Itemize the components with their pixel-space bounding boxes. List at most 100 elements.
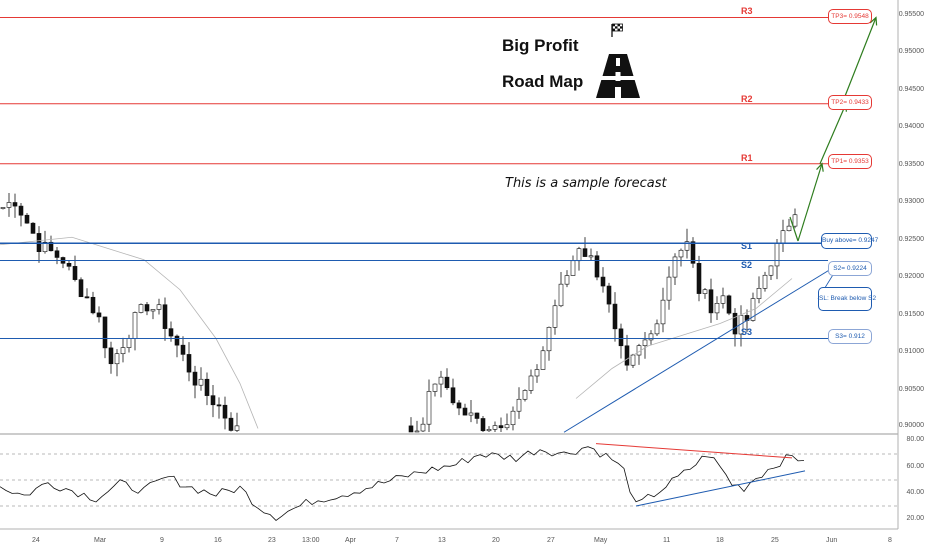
candle-body [660, 299, 666, 325]
candle-body [156, 304, 162, 310]
candle-body [468, 412, 474, 416]
candle-body [24, 214, 30, 224]
time-tick: 16 [214, 537, 222, 544]
forecast-arrow [797, 163, 823, 242]
candle-body [792, 214, 798, 227]
time-tick: 27 [547, 537, 555, 544]
candle-body [114, 353, 120, 365]
candle-body [780, 230, 786, 244]
candle-body [600, 276, 606, 287]
candle-body [222, 404, 228, 419]
candle-body [228, 417, 234, 431]
time-tick: Mar [94, 537, 107, 544]
candle-body [540, 350, 546, 370]
candle-body [186, 354, 192, 373]
s3-tag: S3= 0.912 [828, 329, 872, 344]
candle-body [720, 295, 726, 304]
s2-tag: S2= 0.9224 [828, 261, 872, 276]
s3-label: S3 [741, 327, 753, 337]
candle-body [72, 266, 78, 280]
time-tick: 24 [32, 537, 40, 544]
candle-body [768, 265, 774, 276]
candle-body [690, 241, 696, 264]
time-tick: Apr [345, 537, 356, 544]
forecast-arrowhead [816, 162, 824, 172]
candle-body [642, 339, 648, 346]
candle-body [150, 309, 156, 312]
candle-body [588, 255, 594, 258]
rsi-tick: 40.00 [906, 489, 924, 496]
candle-body [516, 398, 522, 412]
forecast-arrow [789, 216, 799, 242]
candle-body [168, 328, 174, 337]
candle-body [426, 391, 432, 425]
candle-body [174, 335, 180, 346]
candle-body [594, 255, 600, 278]
candle-body [12, 202, 18, 207]
candle-body [30, 222, 36, 234]
price-tick: 0.93000 [898, 198, 924, 205]
candle-body [48, 241, 54, 252]
candle-body [486, 429, 492, 432]
rsi-line [0, 446, 805, 521]
candle-body [714, 303, 720, 314]
candle-body [408, 425, 414, 433]
candle-body [570, 260, 576, 276]
time-tick: 13:00 [302, 537, 320, 544]
candle-body [756, 288, 762, 299]
candle-body [432, 383, 438, 392]
candle-body [678, 249, 684, 258]
price-tick: 0.94000 [898, 123, 924, 130]
candle-body [450, 387, 456, 404]
moving-average-line [0, 236, 259, 429]
time-tick: 7 [395, 537, 399, 544]
candle-body [606, 285, 612, 305]
candle-body [474, 412, 480, 419]
time-tick: 23 [268, 537, 276, 544]
time-tick: 8 [888, 537, 892, 544]
candle-body [654, 323, 660, 335]
candle-body [624, 345, 630, 366]
rsi-tick: 20.00 [906, 515, 924, 522]
candle-body [696, 263, 702, 294]
candle-body [546, 327, 552, 352]
moving-average-line [575, 278, 793, 399]
candle-body [564, 275, 570, 285]
candle-body [504, 424, 510, 429]
candle-body [144, 304, 150, 312]
candle-body [708, 289, 714, 314]
candle-body [210, 395, 216, 406]
time-tick: 18 [716, 537, 724, 544]
stop-loss-tag: SL: Break below S2 [818, 287, 876, 311]
price-tick: 0.92500 [898, 236, 924, 243]
price-tick: 0.93500 [898, 161, 924, 168]
s1-label: S1 [741, 241, 753, 251]
rsi-tick: 60.00 [906, 463, 924, 470]
candle-body [666, 276, 672, 301]
candle-body [444, 376, 450, 389]
forecast-arrow [841, 17, 877, 104]
candle-body [648, 333, 654, 341]
price-tick: 0.94500 [898, 86, 924, 93]
candle-body [576, 248, 582, 262]
candle-body [204, 378, 210, 396]
rsi-divergence-resistance [595, 443, 793, 459]
candle-body [492, 425, 498, 430]
candle-body [762, 274, 768, 289]
candle-body [96, 312, 102, 318]
candle-body [522, 390, 528, 400]
time-tick: 9 [160, 537, 164, 544]
candle-body [54, 250, 60, 258]
candle-body [534, 369, 540, 377]
candle-body [702, 289, 708, 294]
road-icon [594, 52, 642, 105]
candle-body [84, 296, 90, 299]
chart-title-line2: Road Map [502, 72, 584, 91]
candle-body [498, 425, 504, 429]
sample-forecast-note: This is a sample forecast [505, 176, 667, 191]
candle-body [126, 338, 132, 348]
forecast-arrow [819, 103, 847, 164]
chart-title-line1: Big Profit [502, 36, 579, 55]
candle-body [612, 303, 618, 330]
price-tick: 0.92000 [898, 273, 924, 280]
